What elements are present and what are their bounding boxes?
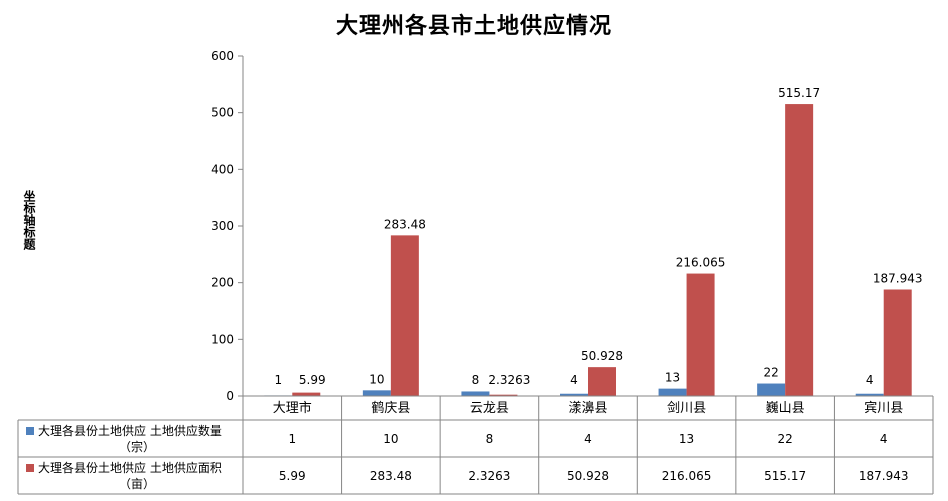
y-tick-label: 100 — [211, 332, 234, 346]
data-label: 13 — [665, 371, 680, 385]
category-label: 漾濞县 — [568, 401, 607, 416]
table-cell-value: 1 — [288, 432, 296, 446]
data-label: 8 — [472, 373, 480, 387]
category-label: 宾川县 — [864, 400, 903, 416]
bar-area — [489, 394, 518, 396]
category-label: 剑川县 — [667, 400, 706, 416]
y-axis-title: 坐标轴标题 — [22, 190, 36, 250]
table-cell-value: 22 — [778, 432, 793, 446]
bar-area — [588, 367, 616, 396]
table-cell-value: 50.928 — [567, 469, 609, 483]
legend-label-unit: （亩） — [119, 476, 155, 491]
legend-label: 大理各县份土地供应 土地供应数量 — [38, 423, 222, 438]
y-tick-label: 400 — [211, 162, 234, 176]
bar-count — [362, 390, 391, 396]
table-cell-value: 13 — [679, 432, 694, 446]
y-tick-label: 200 — [211, 276, 234, 290]
table-cell-value: 10 — [383, 432, 398, 446]
bar-count — [461, 391, 490, 396]
data-label: 2.3263 — [488, 373, 530, 387]
legend-swatch-area — [26, 464, 34, 472]
data-label: 5.99 — [299, 373, 326, 387]
category-label: 大理市 — [273, 400, 312, 416]
table-cell-value: 4 — [880, 432, 888, 446]
table-cell-value: 283.48 — [370, 469, 412, 483]
data-label: 10 — [369, 372, 384, 386]
table-cell-value: 8 — [486, 432, 494, 446]
bar-count — [757, 383, 786, 396]
data-label: 4 — [866, 373, 874, 387]
category-label: 巍山县 — [766, 401, 805, 416]
data-label: 4 — [570, 373, 578, 387]
data-label: 22 — [764, 366, 779, 380]
bar-area — [686, 273, 715, 396]
data-label: 187.943 — [873, 271, 923, 285]
category-label: 鹤庆县 — [371, 400, 410, 416]
legend-label-unit: （宗） — [119, 439, 155, 454]
data-label: 1 — [274, 373, 282, 387]
bar-area — [390, 235, 419, 396]
table-cell-value: 187.943 — [859, 469, 909, 483]
y-tick-label: 500 — [211, 106, 234, 120]
table-cell-value: 5.99 — [279, 469, 306, 483]
table-cell-value: 2.3263 — [468, 469, 510, 483]
legend-label: 大理各县份土地供应 土地供应面积 — [38, 460, 222, 475]
table-cell-value: 515.17 — [764, 469, 806, 483]
y-tick-label: 600 — [211, 49, 234, 63]
bar-area — [292, 392, 321, 396]
y-tick-label: 300 — [211, 219, 234, 233]
bar-count — [855, 393, 884, 396]
table-cell-value: 4 — [584, 432, 592, 446]
bar-count — [560, 393, 588, 396]
legend-swatch-count — [26, 427, 34, 435]
chart-title: 大理州各县市土地供应情况 — [335, 14, 612, 39]
y-tick-label: 0 — [226, 389, 234, 403]
bar-area — [883, 289, 912, 396]
data-label: 50.928 — [581, 349, 623, 363]
category-label: 云龙县 — [470, 401, 509, 416]
table-cell-value: 216.065 — [662, 469, 712, 483]
data-label: 216.065 — [676, 256, 726, 270]
bar-area — [785, 104, 814, 396]
data-label: 515.17 — [778, 86, 820, 100]
data-label: 283.48 — [384, 217, 426, 231]
bar-count — [658, 388, 687, 396]
